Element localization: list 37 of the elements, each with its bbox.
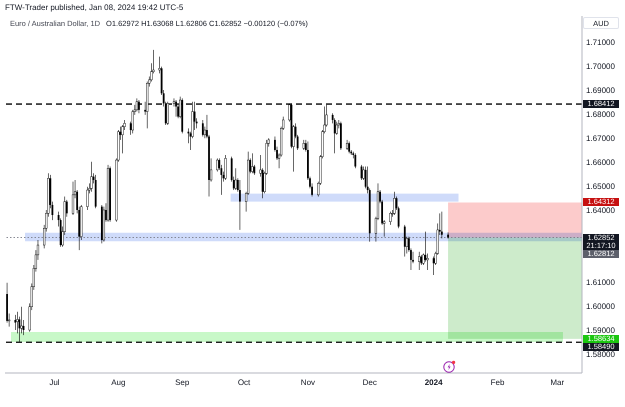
candlestick: [348, 141, 350, 154]
candlestick: [86, 186, 89, 210]
candlestick: [393, 191, 396, 216]
text: FTW-Trader published, Jan 08, 2024 19:42 UTC-5: [5, 3, 184, 12]
y-tick-label: 1.70000: [586, 62, 616, 71]
y-tick-label: 1.69000: [586, 86, 616, 95]
x-tick-label: Oct: [238, 378, 252, 387]
x-tick-label: Feb: [490, 378, 505, 387]
candlestick: [302, 140, 305, 150]
y-tick-label: 1.60000: [586, 302, 616, 311]
x-tick-label: Jul: [49, 378, 60, 387]
y-tick-label: 1.59000: [586, 326, 616, 335]
y-tick-label: 1.65000: [586, 182, 616, 191]
x-tick-label: Mar: [550, 378, 564, 387]
candlestick: [346, 140, 348, 150]
x-tick-label: Dec: [362, 378, 377, 387]
y-tick-label: 1.71000: [586, 38, 616, 47]
candlestick: [234, 168, 237, 190]
y-tick-label: 1.68000: [586, 110, 616, 119]
x-tick-label: 2024: [424, 378, 444, 387]
candlestick: [440, 211, 443, 239]
candlestick: [90, 161, 93, 192]
candlestick: [136, 98, 138, 112]
x-tick-label: Nov: [300, 378, 316, 387]
candlestick: [360, 164, 362, 180]
x-tick-label: Sep: [175, 378, 190, 387]
y-tick-label: 1.66000: [586, 158, 616, 167]
candlestick: [216, 158, 218, 172]
candlestick: [239, 180, 241, 230]
y-tick-label: 1.58000: [586, 350, 616, 359]
y-tick-label: 1.64000: [586, 206, 616, 215]
y-tick-label: 1.61000: [586, 278, 616, 287]
y-tick-label: 1.67000: [586, 134, 616, 143]
candlestick: [389, 211, 392, 226]
x-tick-label: Aug: [111, 378, 126, 387]
candlestick: [432, 256, 435, 276]
candlestick: [418, 251, 420, 270]
